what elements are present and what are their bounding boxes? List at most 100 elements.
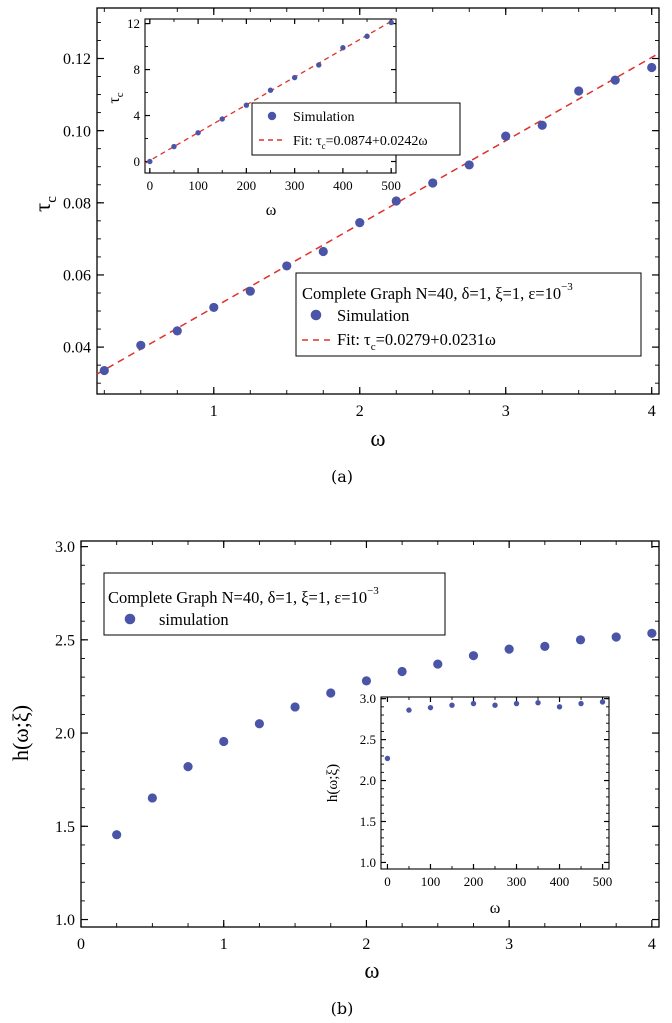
x-tick-label: 200 xyxy=(464,874,484,889)
data-point xyxy=(195,130,201,136)
data-point xyxy=(504,644,514,654)
x-tick-label: 4 xyxy=(648,403,656,420)
data-point xyxy=(535,700,541,706)
x-tick-label: 3 xyxy=(505,936,513,953)
y-tick-label: 0.10 xyxy=(63,123,91,140)
panel-b-legend-box xyxy=(103,572,446,636)
x-tick-label: 100 xyxy=(188,178,208,193)
data-point xyxy=(340,45,346,51)
data-point xyxy=(578,700,584,707)
data-point xyxy=(219,736,229,747)
data-point xyxy=(171,143,177,150)
data-point xyxy=(647,62,657,73)
x-tick-label: 4 xyxy=(648,936,656,953)
data-point xyxy=(611,632,621,642)
data-point xyxy=(428,178,438,188)
data-point xyxy=(326,688,336,698)
y-tick-label: 4 xyxy=(134,108,141,123)
data-point xyxy=(245,286,255,296)
x-tick-label: 1 xyxy=(220,936,228,953)
panel-b-legend-title: Complete Graph N=40, δ=1, ξ=1, ε=10−3 xyxy=(108,585,379,607)
data-point xyxy=(183,762,193,772)
panel-a-inset-ticks: 0 100 200 300 400 500 0 4 8 12 xyxy=(127,16,401,193)
data-point xyxy=(290,702,300,712)
data-point xyxy=(282,261,292,271)
y-tick-label: 0.06 xyxy=(63,268,91,285)
panel-b-legend: Complete Graph N=40, δ=1, ξ=1, ε=10−3 si… xyxy=(103,572,446,636)
x-tick-label: 300 xyxy=(285,178,305,193)
panel-a-plot-frame xyxy=(96,7,660,395)
x-tick-label: 500 xyxy=(381,178,401,193)
data-point xyxy=(361,676,372,686)
x-tick-label: 1 xyxy=(210,403,218,420)
x-tick-label: 2 xyxy=(356,403,364,420)
y-tick-label: 0.12 xyxy=(63,51,91,68)
data-point xyxy=(243,102,250,108)
data-point xyxy=(492,702,498,708)
data-point xyxy=(513,700,520,707)
data-point xyxy=(427,704,434,711)
panel-b-y-axis-label: h(ω;ξ) xyxy=(8,705,33,761)
data-point xyxy=(172,326,182,336)
panel-a-legend-box xyxy=(295,272,642,357)
data-point xyxy=(384,755,391,762)
panel-b-legend-simulation: simulation xyxy=(159,610,229,629)
data-point xyxy=(397,666,407,677)
data-point xyxy=(610,75,620,85)
panel-b-inset-x-axis-label: ω xyxy=(490,900,501,917)
panel-a-inset-x-axis-label: ω xyxy=(266,202,277,219)
panel-b-main-chart: 0 1 2 3 4 1.0 1.5 2.0 2.5 3.0 ω h(ω;ξ) xyxy=(8,539,660,983)
data-point xyxy=(209,302,219,313)
data-point xyxy=(267,87,274,93)
x-tick-label: 0 xyxy=(77,936,85,953)
y-tick-label: 12 xyxy=(127,16,140,31)
panel-a-inset-legend-simulation: Simulation xyxy=(293,110,354,125)
panel-a-inset-points-layer xyxy=(147,19,394,165)
x-tick-label: 500 xyxy=(593,874,613,889)
panel-a-legend: Complete Graph N=40, δ=1, ξ=1, ε=10−3 Si… xyxy=(295,272,642,357)
x-tick-label: 100 xyxy=(421,874,441,889)
data-point xyxy=(599,699,606,705)
panel-a-inset-legend-box xyxy=(251,102,461,156)
y-tick-label: 2.5 xyxy=(360,732,376,747)
data-point xyxy=(364,33,370,39)
panel-b-inset-frame xyxy=(380,696,610,870)
y-tick-label: 1.5 xyxy=(55,819,75,836)
panel-a-inset-legend-fit: Fit: τc=0.0874+0.0242ω xyxy=(293,134,428,151)
panel-a-inset-legend-marker-simulation xyxy=(267,111,277,121)
data-point xyxy=(136,340,146,350)
panel-a-legend-fit: Fit: τc=0.0279+0.0231ω xyxy=(337,330,496,353)
data-point xyxy=(112,830,122,840)
data-point xyxy=(318,246,328,257)
data-point xyxy=(316,62,322,68)
data-point xyxy=(99,365,109,376)
panel-a-inset-legend: Simulation Fit: τc=0.0874+0.0242ω xyxy=(251,102,461,156)
data-point xyxy=(433,659,443,669)
panel-a-legend-title: Complete Graph N=40, δ=1, ξ=1, ε=10−3 xyxy=(302,281,573,303)
panel-b-ticks: 0 1 2 3 4 1.0 1.5 2.0 2.5 3.0 xyxy=(55,539,659,953)
y-tick-label: 0.08 xyxy=(63,195,91,212)
panel-a-caption: (a) xyxy=(331,467,353,486)
panel-a-y-axis-label: τc xyxy=(30,196,60,212)
panel-b-caption: (b) xyxy=(331,999,354,1018)
panel-b-legend-marker-simulation xyxy=(124,613,136,625)
y-tick-label: 8 xyxy=(134,62,141,77)
panel-b-points-layer xyxy=(112,628,657,840)
y-tick-label: 0 xyxy=(134,154,141,169)
panel-b-inset-y-axis-label: h(ω;ξ) xyxy=(325,764,341,802)
x-tick-label: 400 xyxy=(550,874,570,889)
y-tick-label: 1.0 xyxy=(55,912,75,929)
data-point xyxy=(647,628,657,638)
x-tick-label: 0 xyxy=(147,178,154,193)
data-point xyxy=(464,160,474,170)
data-point xyxy=(219,116,225,122)
panel-b-inset-chart: 0 100 200 300 400 500 1.0 1.5 2.0 2.5 3.0 ω h(ω;ξ) xyxy=(325,691,612,917)
y-tick-label: 1.0 xyxy=(360,855,376,870)
data-point xyxy=(556,704,563,710)
data-point xyxy=(574,86,584,96)
data-point xyxy=(388,19,394,26)
panel-a-inset-y-axis-label: τc xyxy=(106,92,126,103)
data-point xyxy=(291,74,298,81)
y-tick-label: 2.0 xyxy=(360,773,376,788)
data-point xyxy=(391,196,401,206)
